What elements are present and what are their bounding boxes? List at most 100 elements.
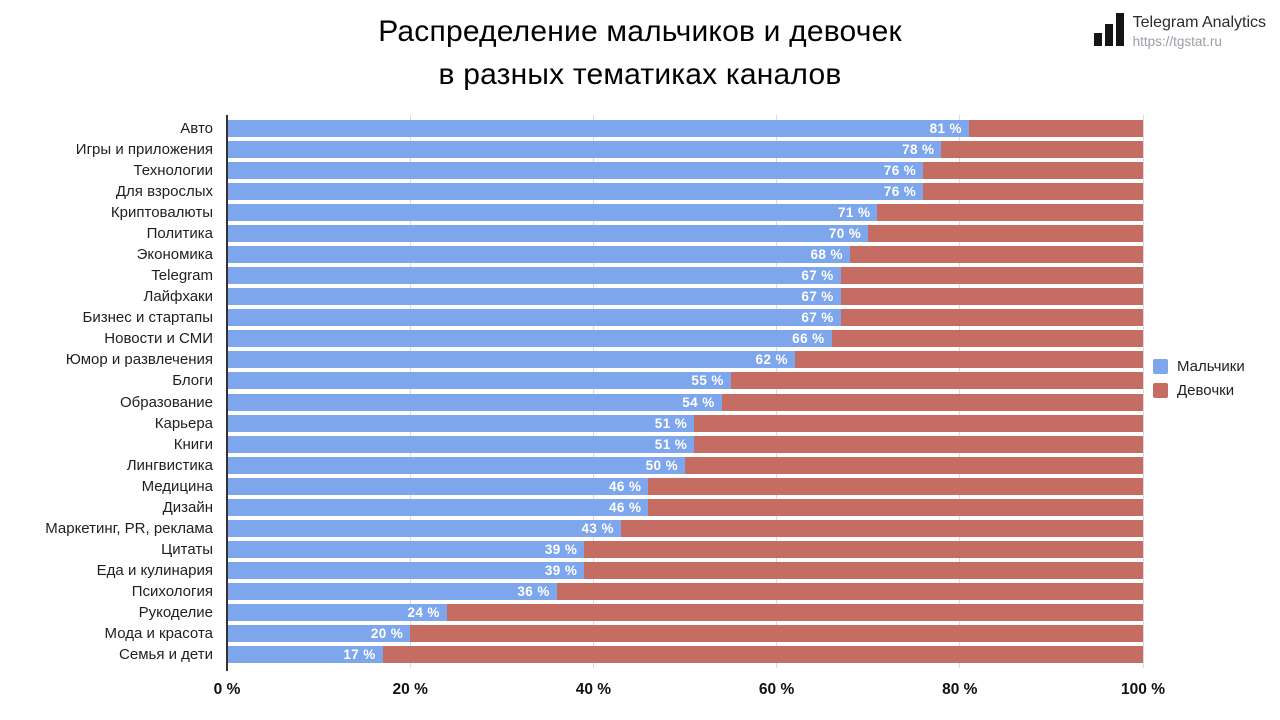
legend-label: Девочки	[1177, 382, 1235, 399]
brand-logo: Telegram Analytics https://tgstat.ru	[1093, 13, 1266, 48]
bar-segment-girls	[794, 351, 1143, 369]
category-label: Игры и приложения	[75, 141, 213, 159]
bar-value-label: 39 %	[544, 562, 578, 578]
bar-row: Рукоделие 24 %	[139, 603, 1143, 621]
gridline-40	[592, 115, 594, 668]
x-axis-tick-label: 20 %	[392, 681, 428, 698]
bar-value-label: 66 %	[792, 331, 825, 347]
bar-value-label: 51 %	[654, 436, 688, 452]
bar-row: Лайфхаки 67 %	[143, 288, 1143, 306]
bar-value-label: 76 %	[883, 184, 917, 200]
category-label: Технологии	[133, 162, 213, 180]
bar-segment-boys: 67 %	[227, 267, 841, 285]
category-label: Для взрослых	[115, 183, 213, 201]
category-label: Еда и кулинария	[96, 561, 213, 579]
bar-value-label: 43 %	[581, 520, 614, 536]
bar-value-label: 70 %	[828, 226, 862, 242]
category-label: Лингвистика	[126, 456, 213, 474]
x-axis-tick-label: 40 %	[575, 681, 612, 698]
bar-row: Блоги 55 %	[172, 372, 1143, 390]
bar-value-label: 50 %	[645, 457, 678, 473]
bar-value-label: 76 %	[883, 163, 917, 179]
category-label: Медицина	[141, 477, 213, 495]
bar-segment-boys: 81 %	[227, 120, 969, 137]
bar-row: Политика 70 %	[147, 225, 1143, 243]
bar-segment-boys: 54 %	[227, 393, 722, 411]
bar-segment-boys: 39 %	[227, 540, 585, 558]
bar-segment-boys: 51 %	[227, 414, 695, 432]
bar-segment-boys: 51 %	[227, 435, 695, 453]
bar-segment-girls	[584, 561, 1143, 579]
bar-value-label: 67 %	[801, 310, 834, 326]
bar-segment-girls	[840, 267, 1143, 285]
bar-segment-girls	[648, 498, 1143, 516]
bar-value-label: 71 %	[837, 205, 871, 221]
bar-segment-girls	[584, 540, 1143, 558]
category-label: Telegram	[151, 267, 213, 285]
category-label: Новости и СМИ	[104, 330, 213, 348]
bar-segment-girls	[446, 603, 1143, 621]
category-label: Семья и дети	[119, 646, 213, 663]
category-label: Психология	[131, 582, 213, 600]
bar-segment-girls	[694, 435, 1143, 453]
bar-segment-boys: 68 %	[227, 246, 850, 264]
bar-row: Новости и СМИ 66 %	[104, 330, 1143, 348]
bar-segment-girls	[968, 120, 1143, 137]
category-label: Экономика	[136, 246, 213, 264]
bar-value-label: 54 %	[682, 394, 715, 410]
bar-segment-girls	[849, 246, 1143, 264]
bar-segment-boys: 24 %	[227, 603, 447, 621]
bar-value-label: 36 %	[517, 583, 550, 599]
category-label: Авто	[180, 120, 213, 137]
bar-value-label: 67 %	[801, 268, 834, 284]
bar-value-label: 46 %	[608, 478, 642, 494]
gridline-20	[409, 115, 411, 668]
bar-segment-boys: 71 %	[227, 204, 878, 222]
bar-segment-girls	[648, 477, 1143, 495]
bar-segment-boys: 70 %	[227, 225, 869, 243]
bar-value-label: 67 %	[801, 289, 834, 305]
bar-row: Игры и приложения 78 %	[76, 141, 1143, 159]
bar-segment-girls	[868, 225, 1143, 243]
legend-item: Мальчики	[1153, 358, 1245, 375]
bar-value-label: 81 %	[929, 121, 962, 136]
gridline-100	[1142, 115, 1144, 668]
bar-segment-girls	[877, 204, 1143, 222]
bar-row: Образование 54 %	[120, 393, 1143, 411]
bar-value-label: 17 %	[343, 647, 376, 662]
bar-segment-boys: 46 %	[227, 477, 649, 495]
bar-value-label: 51 %	[654, 415, 688, 431]
bar-value-label: 55 %	[691, 373, 724, 389]
category-label: Маркетинг, PR, реклама	[45, 519, 213, 537]
bar-segment-boys: 67 %	[227, 309, 841, 327]
bar-row: Telegram 67 %	[151, 267, 1143, 285]
bar-segment-girls	[410, 624, 1143, 642]
category-label: Криптовалюты	[110, 204, 213, 222]
x-axis-tick-label: 80 %	[942, 681, 978, 698]
category-label: Мода и красота	[104, 624, 213, 642]
chart-title-line1: Распределение мальчиков и девочек	[378, 15, 902, 48]
bar-segment-girls	[941, 141, 1143, 159]
category-label: Бизнес и стартапы	[82, 309, 213, 327]
x-axis-tick-label: 100 %	[1121, 681, 1165, 698]
bar-segment-boys: 17 %	[227, 646, 383, 663]
legend-label: Мальчики	[1177, 358, 1245, 375]
bar-segment-boys: 50 %	[227, 456, 685, 474]
bar-row: Медицина 46 %	[142, 477, 1143, 495]
bar-segment-boys: 39 %	[227, 561, 585, 579]
plot-area: 0 % 20 % 40 % 60 % 80 % 100 % Авто 81 % Игры и п…	[45, 115, 1165, 698]
legend: Мальчики Девочки	[1153, 358, 1245, 399]
legend-swatch-icon	[1153, 359, 1168, 374]
bar-segment-girls	[685, 456, 1143, 474]
category-label: Книги	[173, 435, 213, 453]
bar-row: Мода и красота 20 %	[105, 624, 1143, 642]
bar-segment-girls	[620, 519, 1143, 537]
bar-segment-boys: 66 %	[227, 330, 832, 348]
category-label: Блоги	[172, 372, 213, 390]
chart-title: Распределение мальчиков и девочек в разн…	[0, 10, 1280, 96]
chart-title-line2: в разных тематиках каналов	[438, 58, 842, 91]
bar-segment-girls	[840, 288, 1143, 306]
legend-swatch-icon	[1153, 383, 1168, 398]
category-label: Образование	[120, 393, 213, 411]
